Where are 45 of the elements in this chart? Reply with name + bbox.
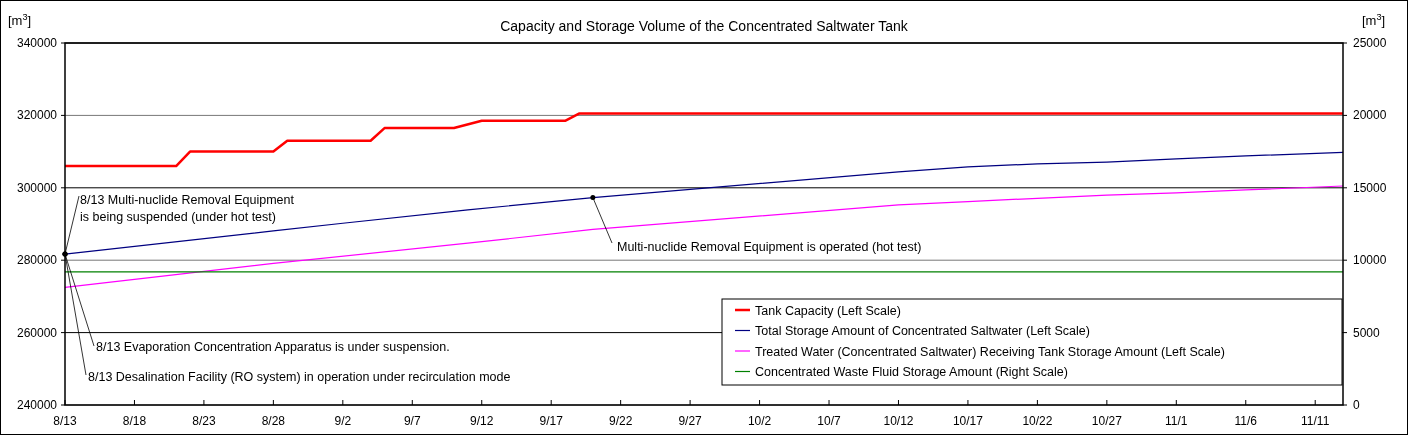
legend-label: Treated Water (Concentrated Saltwater) Receiving Tank Storage Amount (Left Scale) bbox=[755, 344, 1225, 359]
y-tick-label: 300000 bbox=[16, 180, 58, 195]
y2-tick-label: 10000 bbox=[1353, 253, 1387, 268]
y-tick-label: 340000 bbox=[16, 36, 58, 50]
chart-title: Capacity and Storage Volume of the Concentrated Saltwater Tank bbox=[500, 18, 909, 34]
x-tick-label: 10/12 bbox=[883, 414, 914, 428]
x-tick-label: 10/22 bbox=[1022, 414, 1053, 428]
x-tick-label: 9/17 bbox=[539, 414, 564, 428]
annotation: 8/13 Desalination Facility (RO system) in operation under recirculation mode bbox=[88, 370, 511, 384]
x-tick-label: 9/2 bbox=[334, 414, 352, 428]
x-tick-label: 11/11 bbox=[1301, 414, 1330, 428]
x-tick-label: 9/12 bbox=[470, 414, 494, 428]
annotation: 8/13 Evaporation Concentration Apparatus is under suspension. bbox=[96, 340, 450, 354]
line-series bbox=[63, 112, 1345, 168]
y-axis-title: [m$^{3}$] bbox=[8, 12, 32, 28]
x-tick-label: 11/1 bbox=[1165, 414, 1188, 428]
y2-tick-label: 15000 bbox=[1353, 180, 1387, 195]
x-tick-label: 9/22 bbox=[608, 414, 633, 428]
x-tick-label: 11/6 bbox=[1234, 414, 1258, 428]
annotation: Multi-nuclide Removal Equipment is operated (hot test) bbox=[617, 240, 922, 254]
y2-axis-title: [m$^{3}$] bbox=[1362, 12, 1386, 28]
line-series bbox=[64, 185, 1344, 288]
x-tick-label: 10/17 bbox=[952, 414, 984, 428]
y-tick-label: 260000 bbox=[16, 325, 58, 340]
y-tick-label: 240000 bbox=[16, 398, 58, 412]
annotation: 8/13 Multi-nuclide Removal Equipment is being suspended (under hot test) bbox=[80, 193, 295, 224]
legend-label: Tank Capacity (Left Scale) bbox=[755, 303, 901, 318]
x-tick-label: 8/28 bbox=[261, 414, 286, 428]
x-tick-label: 9/7 bbox=[403, 414, 421, 428]
x-tick-label: 10/27 bbox=[1091, 414, 1123, 428]
x-tick-label: 9/27 bbox=[678, 414, 703, 428]
y2-tick-label: 5000 bbox=[1353, 325, 1381, 340]
legend-label: Total Storage Amount of Concentrated Saltwater (Left Scale) bbox=[755, 324, 1090, 338]
x-tick-label: 8/13 bbox=[53, 414, 77, 428]
y2-tick-label: 20000 bbox=[1353, 108, 1387, 123]
y2-tick-label: 25000 bbox=[1353, 36, 1387, 50]
x-tick-label: 10/2 bbox=[747, 414, 772, 428]
x-tick-label: 8/23 bbox=[192, 414, 216, 428]
line-series bbox=[64, 151, 1344, 255]
x-tick-label: 10/7 bbox=[817, 414, 842, 428]
y2-tick-label: 0 bbox=[1353, 398, 1360, 412]
y-tick-label: 280000 bbox=[16, 253, 58, 268]
y-tick-label: 320000 bbox=[16, 108, 58, 123]
legend-label: Concentrated Waste Fluid Storage Amount (Right Scale) bbox=[755, 365, 1068, 379]
x-tick-label: 8/18 bbox=[122, 414, 147, 428]
